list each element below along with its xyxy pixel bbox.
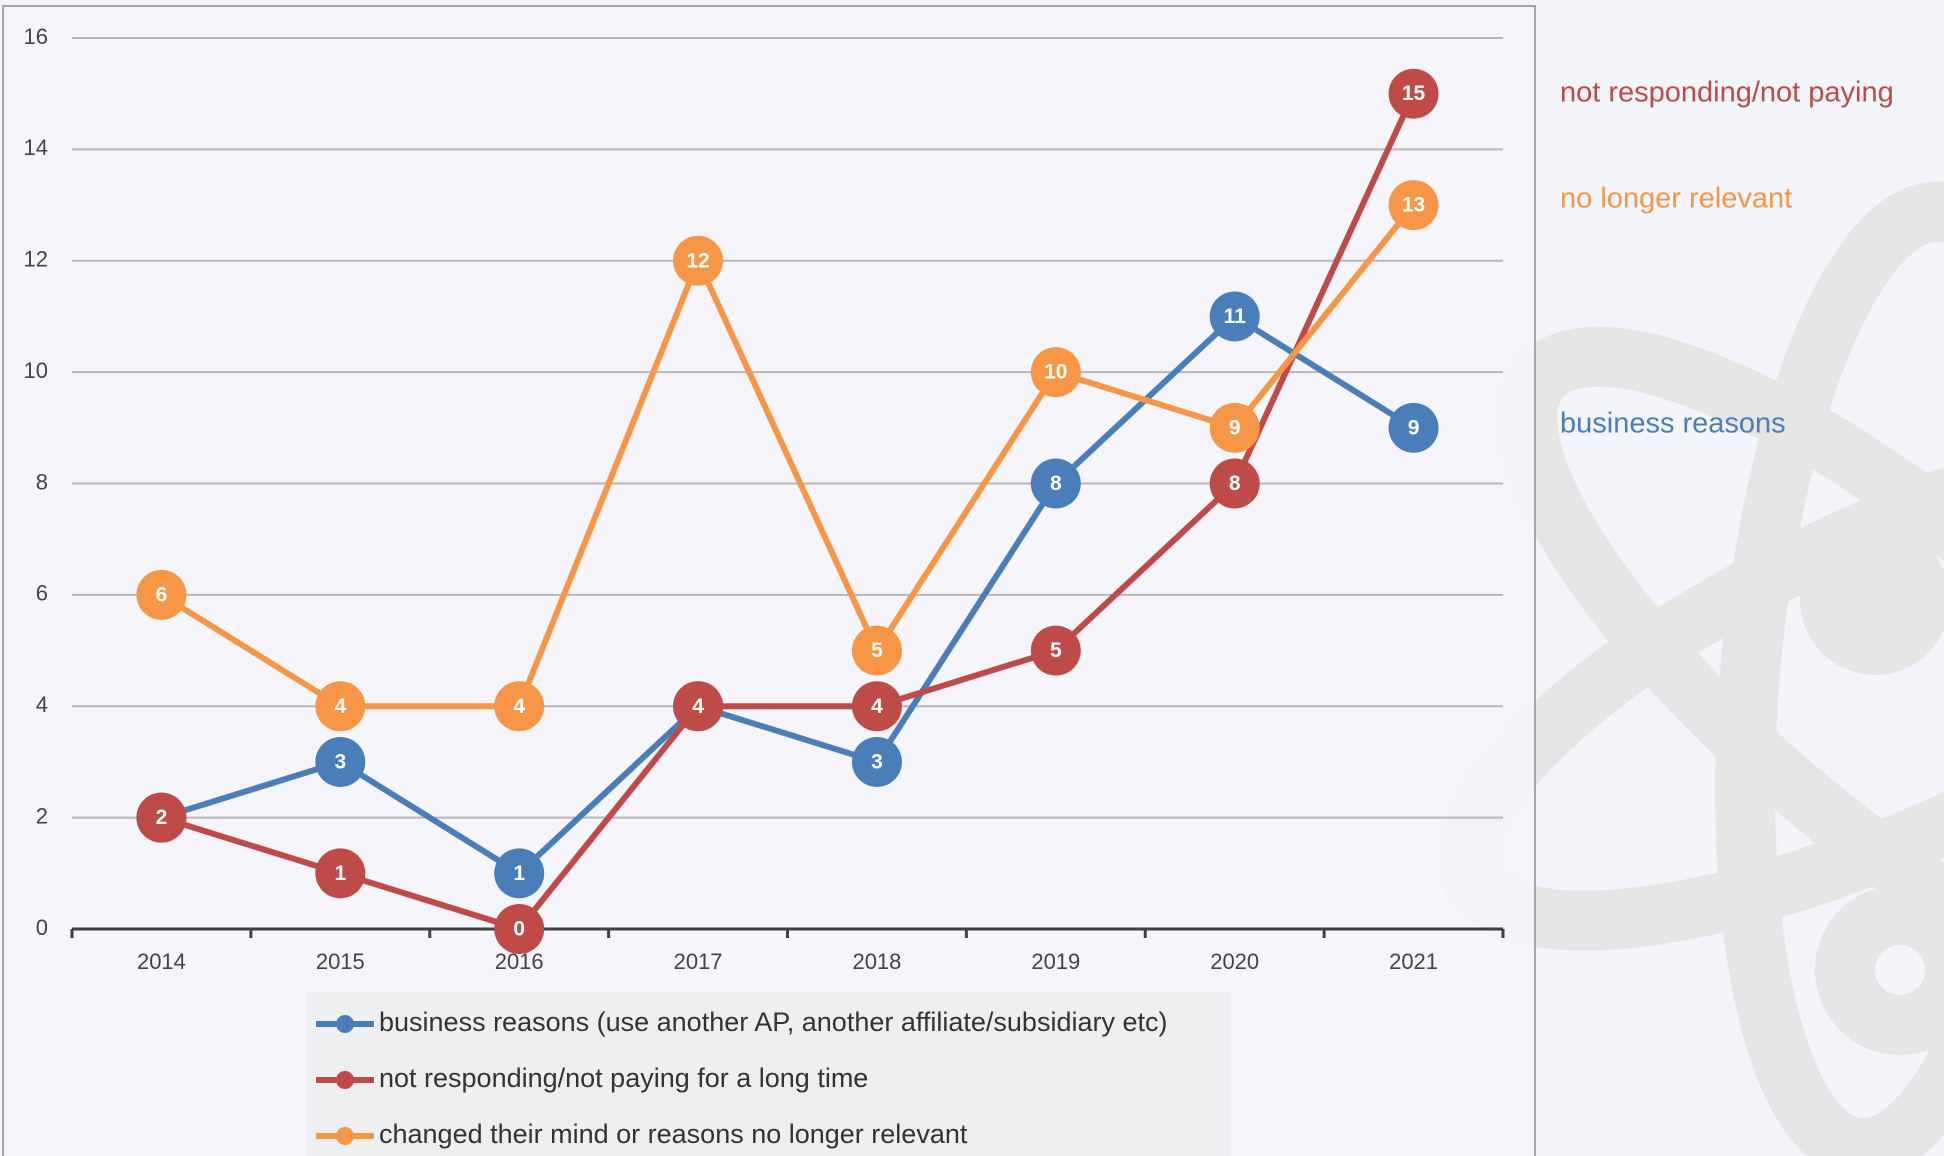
y-tick-label: 14: [24, 135, 48, 160]
data-label: 4: [871, 695, 883, 718]
x-tick-label: 2018: [852, 949, 901, 974]
data-label: 10: [1044, 361, 1067, 384]
x-tick-label: 2020: [1210, 949, 1259, 974]
x-tick-label: 2014: [137, 949, 186, 974]
legend-label: business reasons (use another AP, anothe…: [379, 1007, 1167, 1037]
data-label: 0: [513, 918, 525, 941]
data-label: 9: [1408, 416, 1420, 439]
y-tick-label: 16: [24, 24, 48, 49]
data-label: 4: [334, 695, 346, 718]
y-tick-label: 0: [36, 915, 48, 940]
annotation: not responding/not paying: [1560, 77, 1894, 109]
x-tick-label: 2019: [1031, 949, 1080, 974]
data-label: 12: [686, 249, 709, 272]
data-label: 8: [1050, 472, 1062, 495]
annotation: no longer relevant: [1560, 183, 1792, 215]
data-label: 1: [334, 862, 346, 885]
data-label: 6: [156, 583, 168, 606]
y-tick-label: 12: [24, 247, 48, 272]
legend-marker: [336, 1015, 354, 1033]
y-tick-label: 2: [36, 803, 48, 828]
data-label: 4: [513, 695, 525, 718]
data-label: 2: [156, 806, 168, 829]
legend-marker: [336, 1127, 354, 1145]
x-tick-label: 2017: [674, 949, 723, 974]
chart: 0246810121416201420152016201720182019202…: [0, 0, 1944, 1156]
y-tick-label: 6: [36, 581, 48, 606]
data-label: 15: [1402, 82, 1426, 105]
legend-label: changed their mind or reasons no longer …: [379, 1119, 968, 1149]
annotation: business reasons: [1560, 408, 1786, 440]
x-tick-label: 2021: [1389, 949, 1438, 974]
watermark-dot: [1800, 525, 1944, 675]
chart-border: [3, 6, 1535, 1156]
data-label: 5: [871, 639, 883, 662]
y-tick-label: 4: [36, 692, 48, 717]
legend-marker: [336, 1071, 354, 1089]
data-label: 8: [1229, 472, 1241, 495]
data-label: 3: [871, 750, 883, 773]
data-label: 9: [1229, 416, 1241, 439]
data-label: 1: [513, 862, 525, 885]
page: 0246810121416201420152016201720182019202…: [0, 0, 1944, 1156]
data-label: 11: [1224, 305, 1247, 328]
y-tick-label: 10: [24, 358, 48, 383]
data-label: 5: [1050, 639, 1062, 662]
data-label: 3: [334, 750, 346, 773]
y-tick-label: 8: [36, 469, 48, 494]
x-tick-label: 2015: [316, 949, 365, 974]
data-label: 4: [692, 695, 704, 718]
data-label: 13: [1402, 194, 1425, 217]
legend-label: not responding/not paying for a long tim…: [379, 1063, 868, 1093]
